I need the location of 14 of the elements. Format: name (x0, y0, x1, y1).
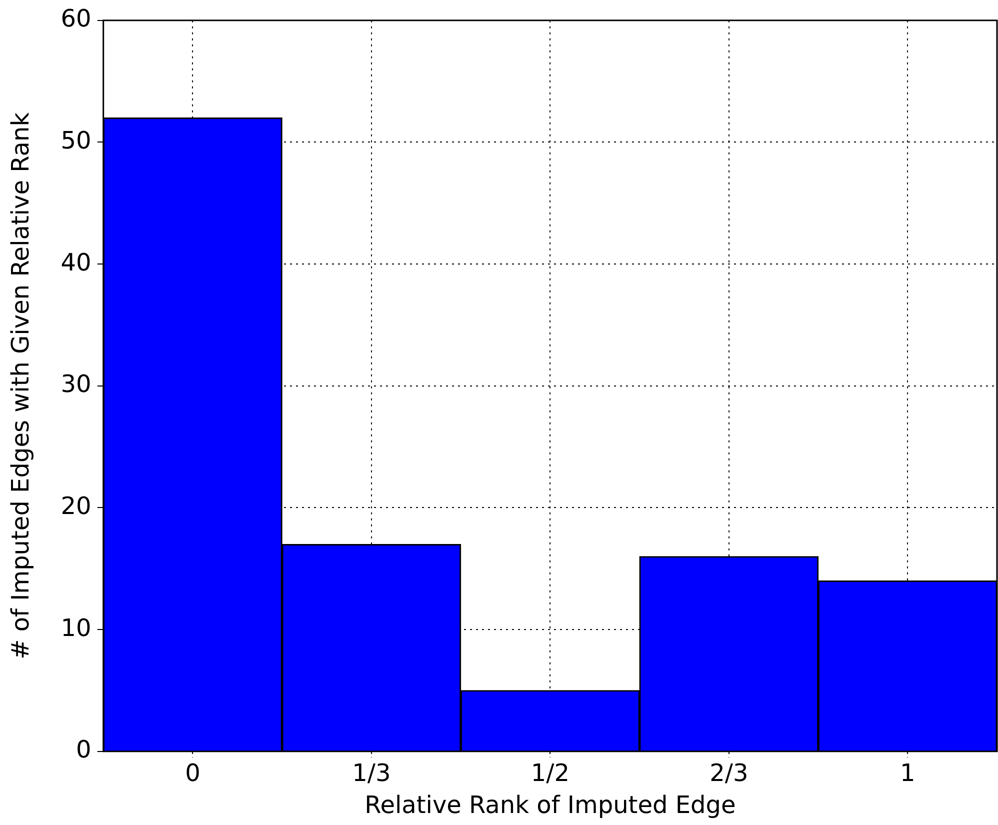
x-tick-label: 1 (900, 759, 916, 788)
x-tick-label: 0 (185, 759, 200, 788)
y-tick-label: 40 (60, 248, 92, 276)
x-axis-title: Relative Rank of Imputed Edge (364, 790, 736, 819)
y-tick-label: 50 (60, 126, 92, 154)
y-axis-title: # of Imputed Edges with Given Relative Rank (6, 112, 35, 660)
x-tick-label: 2/3 (710, 759, 748, 788)
y-tick-label: 10 (60, 614, 92, 642)
x-tick-label: 1/3 (352, 759, 391, 788)
y-tick-label: 60 (60, 4, 92, 33)
x-tick-label: 1/2 (530, 759, 570, 788)
y-tick-label: 30 (60, 370, 92, 398)
y-tick-label: 20 (60, 492, 92, 520)
y-tick-label: 0 (76, 736, 92, 764)
